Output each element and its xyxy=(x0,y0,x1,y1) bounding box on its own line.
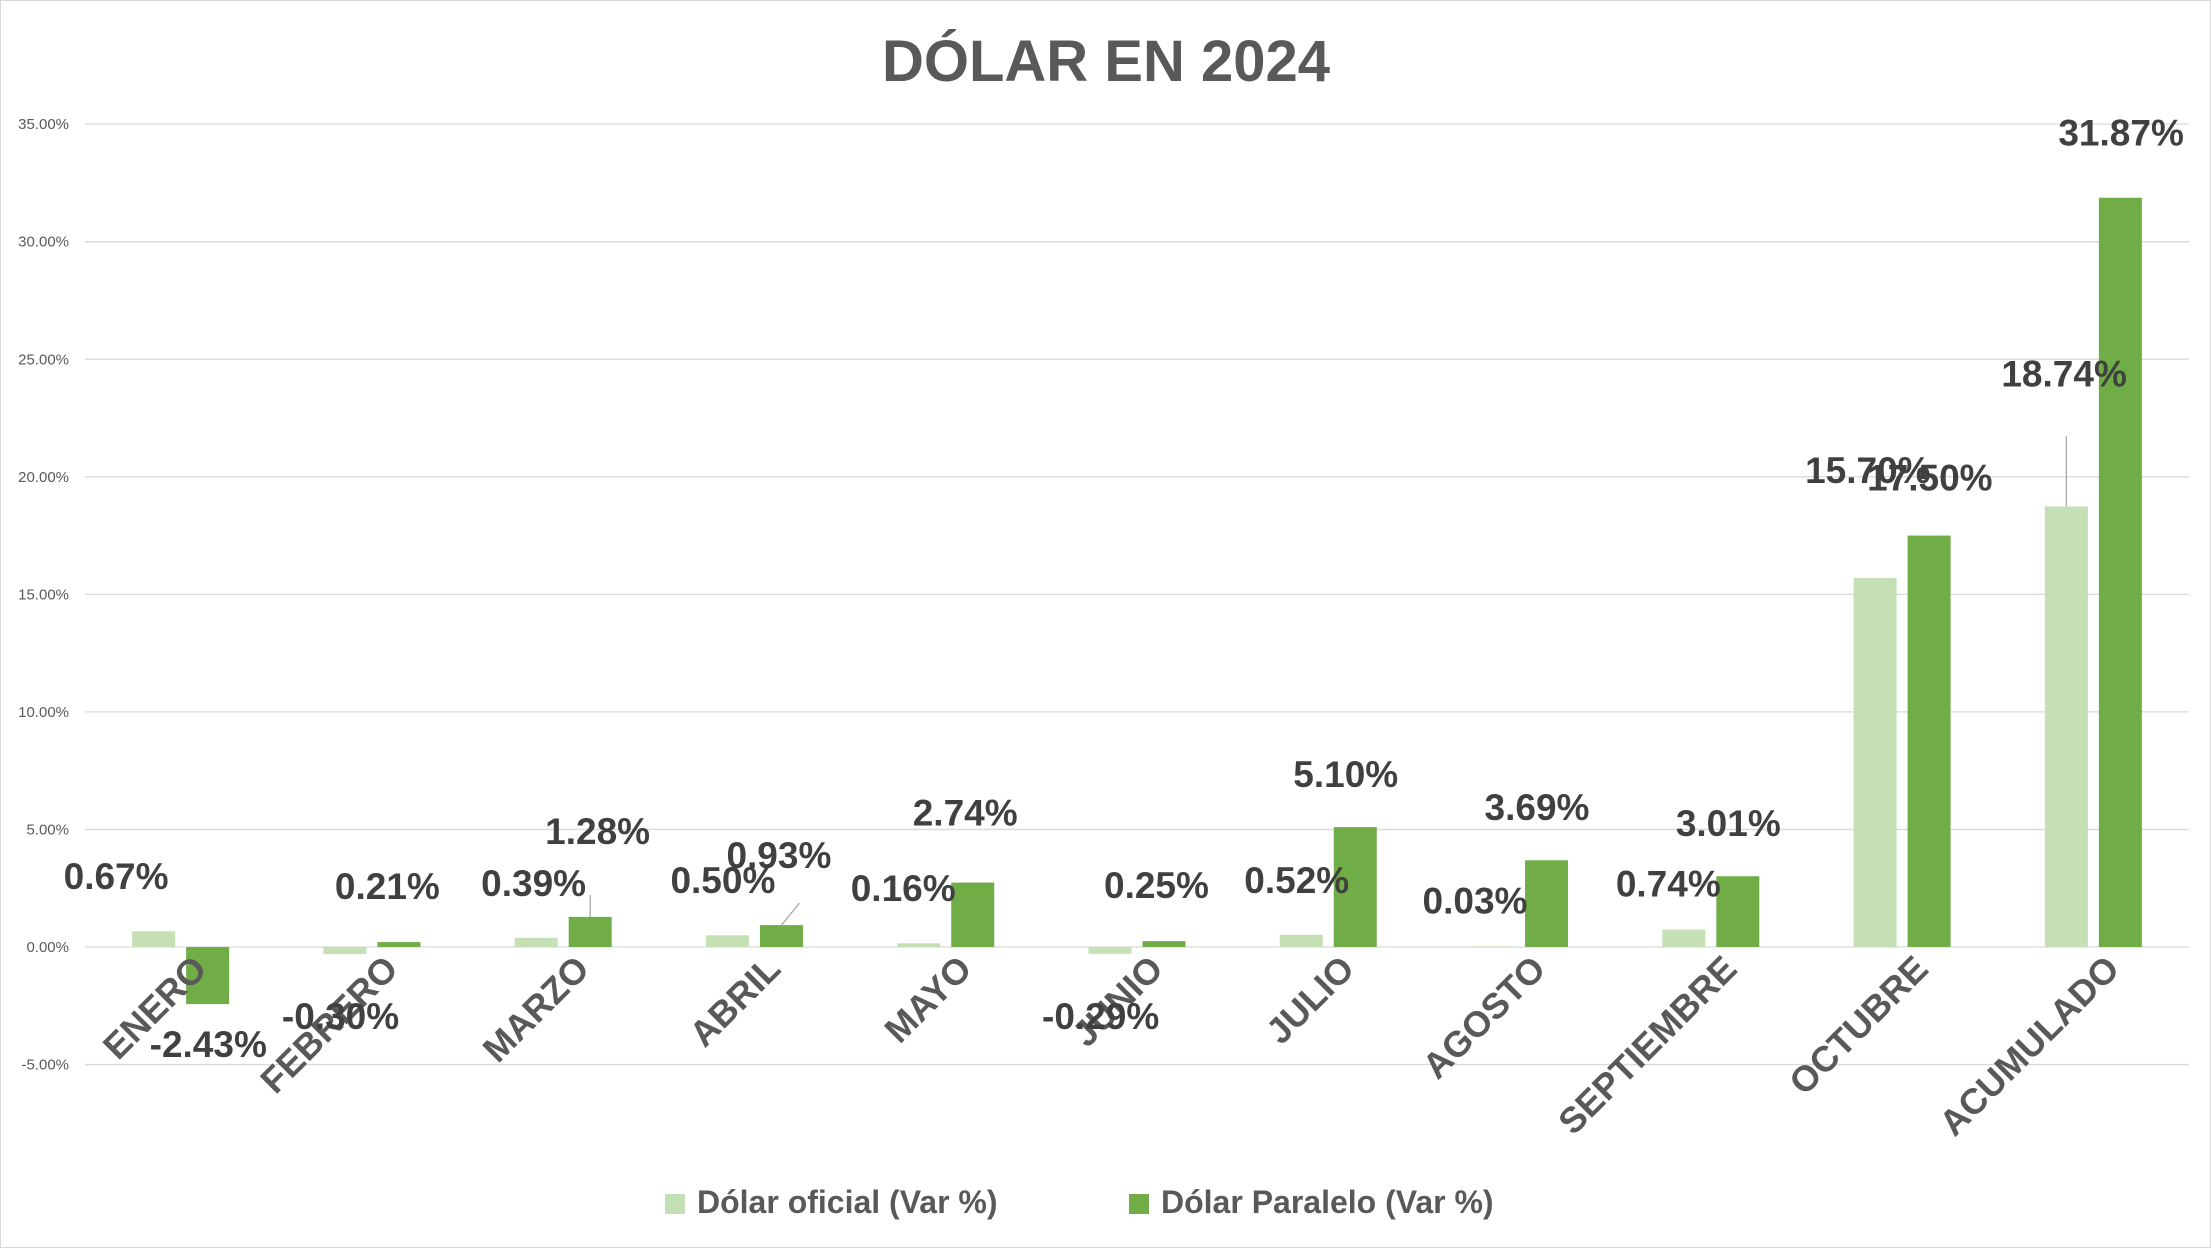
data-label-paralelo-mayo: 2.74% xyxy=(913,793,1018,834)
legend: Dólar oficial (Var %) Dólar Paralelo (Var… xyxy=(665,1184,1494,1220)
gridlines xyxy=(85,123,2189,1066)
bar-oficial-junio xyxy=(1088,947,1132,954)
x-tick-septiembre: SEPTIEMBRE xyxy=(1550,948,1744,1142)
bar-paralelo-junio xyxy=(1142,941,1186,947)
bars xyxy=(132,197,2142,1005)
data-label-oficial-abril: 0.50% xyxy=(670,860,775,901)
bar-paralelo-acumulado xyxy=(2098,197,2142,947)
bar-paralelo-octubre xyxy=(1907,535,1951,947)
legend-label-paralelo: Dólar Paralelo (Var %) xyxy=(1161,1184,1494,1220)
data-label-paralelo-enero: -2.43% xyxy=(150,1024,267,1065)
bar-paralelo-enero xyxy=(186,947,230,1005)
y-tick-label: 20.00% xyxy=(18,469,69,486)
y-tick-label: -5.00% xyxy=(21,1057,69,1074)
data-label-paralelo-acumulado: 31.87% xyxy=(2058,113,2184,154)
x-tick-mayo: MAYO xyxy=(876,948,979,1051)
data-label-oficial-octubre: 15.70% xyxy=(1805,450,1931,491)
bar-paralelo-mayo xyxy=(951,882,995,947)
x-tick-octubre: OCTUBRE xyxy=(1781,948,1936,1103)
bar-oficial-enero xyxy=(132,931,176,947)
data-label-paralelo-julio: 5.10% xyxy=(1293,754,1398,795)
bar-oficial-marzo xyxy=(514,937,558,947)
data-label-oficial-mayo: 0.16% xyxy=(851,868,956,909)
bar-oficial-abril xyxy=(705,935,749,947)
bar-paralelo-febrero xyxy=(377,942,421,947)
x-tick-marzo: MARZO xyxy=(475,948,597,1070)
data-label-paralelo-agosto: 3.69% xyxy=(1485,787,1590,828)
y-axis-ticks: -5.00% 0.00% 5.00% 10.00% 15.00% 20.00% 25.00%… xyxy=(18,116,69,1073)
bar-paralelo-agosto xyxy=(1525,860,1569,947)
data-label-paralelo-febrero: 0.21% xyxy=(335,866,440,907)
data-label-oficial-enero: 0.67% xyxy=(64,856,169,897)
x-tick-acumulado: ACUMULADO xyxy=(1931,948,2127,1144)
data-label-paralelo-octubre: 17.50% xyxy=(1867,458,1993,499)
bar-oficial-julio xyxy=(1279,934,1323,947)
data-label-paralelo-septiembre: 3.01% xyxy=(1676,803,1781,844)
legend-swatch-oficial xyxy=(665,1194,685,1214)
bar-oficial-septiembre xyxy=(1662,929,1706,947)
bar-oficial-agosto xyxy=(1471,946,1515,948)
bar-oficial-acumulado xyxy=(2044,506,2088,947)
x-tick-abril: ABRIL xyxy=(681,948,788,1055)
legend-label-oficial: Dólar oficial (Var %) xyxy=(697,1184,998,1220)
data-label-oficial-febrero: -0.30% xyxy=(282,996,399,1037)
y-tick-label: 25.00% xyxy=(18,351,69,368)
data-label-oficial-marzo: 0.39% xyxy=(481,863,586,904)
bar-paralelo-septiembre xyxy=(1716,876,1760,947)
y-tick-label: 0.00% xyxy=(26,939,69,956)
data-label-oficial-agosto: 0.03% xyxy=(1423,880,1528,921)
data-label-oficial-acumulado: 18.74% xyxy=(2001,353,2127,394)
chart-title: DÓLAR EN 2024 xyxy=(882,29,1330,94)
bar-paralelo-abril xyxy=(759,925,803,947)
y-tick-label: 15.00% xyxy=(18,586,69,603)
bar-oficial-mayo xyxy=(897,943,941,947)
legend-swatch-paralelo xyxy=(1129,1194,1149,1214)
bar-paralelo-julio xyxy=(1333,827,1377,947)
y-tick-label: 10.00% xyxy=(18,704,69,721)
data-label-oficial-septiembre: 0.74% xyxy=(1616,864,1721,905)
y-tick-label: 35.00% xyxy=(18,116,69,133)
data-label-paralelo-junio: 0.25% xyxy=(1104,865,1209,906)
data-label-paralelo-marzo: 1.28% xyxy=(545,811,650,852)
x-tick-julio: JULIO xyxy=(1258,948,1362,1052)
y-tick-label: 30.00% xyxy=(18,234,69,251)
x-tick-agosto: AGOSTO xyxy=(1414,948,1553,1087)
x-axis-labels: ENERO FEBRERO MARZO ABRIL MAYO JUNIO JULIO AGOS… xyxy=(95,948,2127,1144)
bar-paralelo-marzo xyxy=(568,916,612,947)
data-label-oficial-julio: 0.52% xyxy=(1244,860,1349,901)
data-label-paralelo-abril: 0.93% xyxy=(726,835,831,876)
label-leader-line xyxy=(780,902,800,926)
data-label-oficial-junio: -0.29% xyxy=(1042,996,1159,1037)
bar-oficial-febrero xyxy=(323,947,367,955)
bar-oficial-octubre xyxy=(1853,577,1897,947)
y-tick-label: 5.00% xyxy=(26,821,69,838)
data-labels: 0.67% -0.30% 0.39% 0.50% 0.16% -0.29% 0.52% 0.0… xyxy=(64,113,2184,1065)
